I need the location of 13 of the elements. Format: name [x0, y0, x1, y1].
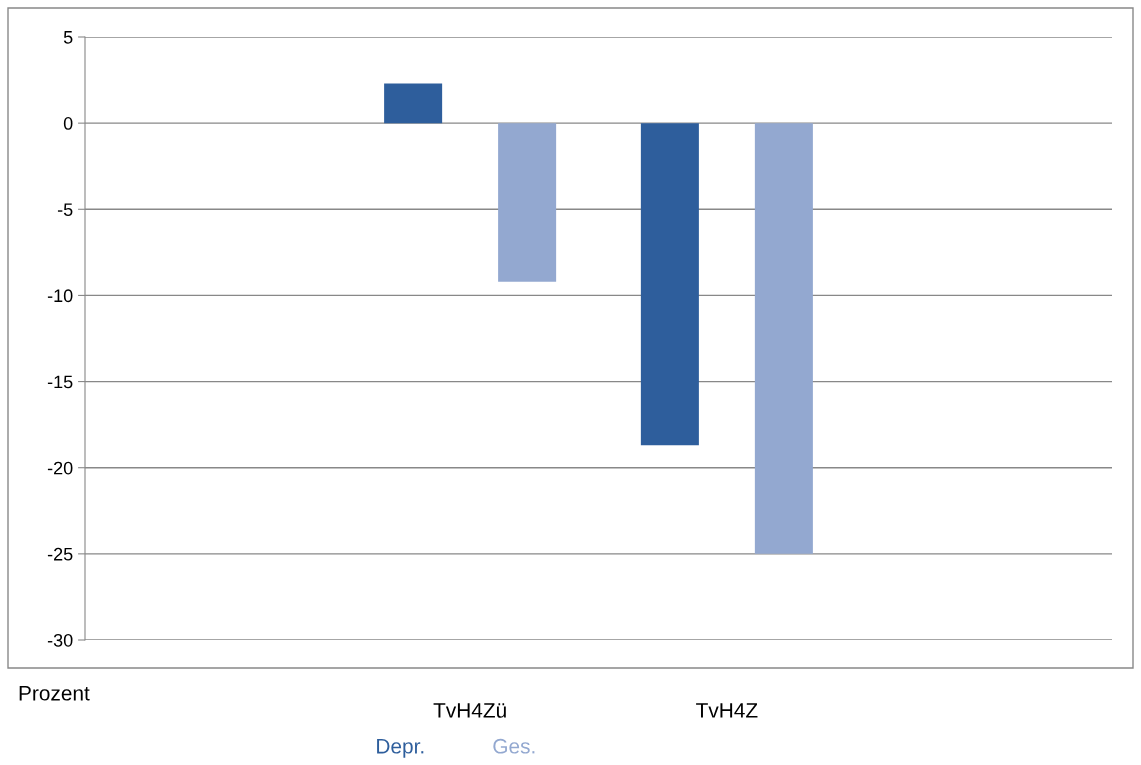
- x-tick-label: TvH4Zü: [433, 703, 506, 718]
- y-tick-label: -20: [47, 461, 73, 475]
- y-tick-label: -5: [57, 203, 73, 217]
- text: Prozent: [19, 686, 90, 701]
- y-tick-label: -15: [47, 375, 73, 389]
- y-tick-label: -25: [47, 547, 73, 561]
- y-tick-label: 0: [63, 117, 73, 130]
- y-tick-label: -10: [47, 289, 73, 303]
- text: Ges.: [493, 738, 535, 754]
- x-tick-label: TvH4Z: [696, 703, 758, 718]
- text: Depr.: [377, 739, 424, 758]
- y-tick-label: 5: [63, 31, 73, 44]
- y-tick-label: -30: [47, 633, 73, 647]
